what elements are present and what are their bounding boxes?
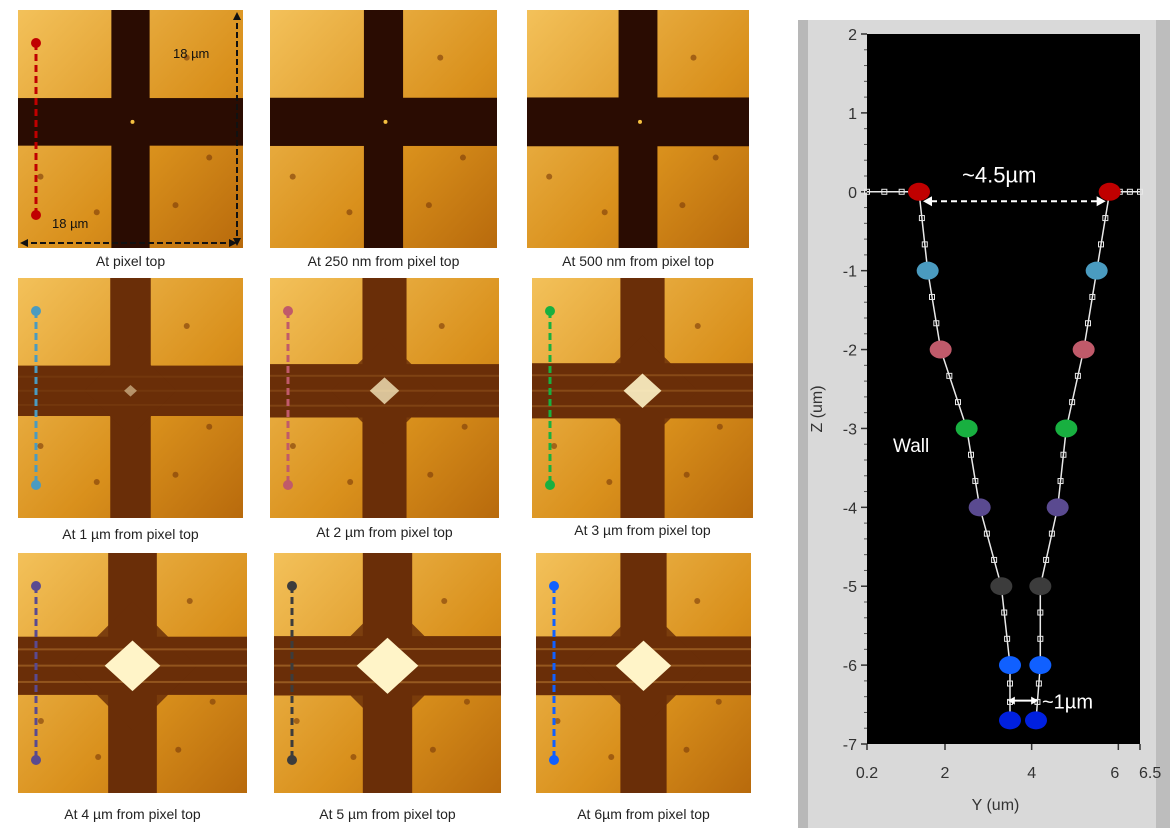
y-tick-label: -6 [843, 658, 857, 675]
x-tick-label: 6.5 [1139, 765, 1161, 782]
microscope-panel [532, 278, 753, 518]
y-tick-label: -2 [843, 343, 857, 360]
data-point [990, 577, 1013, 596]
microscope-panel [18, 553, 247, 793]
data-point [968, 498, 991, 517]
y-tick-label: -3 [843, 421, 857, 438]
marker-bottom-dot [287, 755, 297, 765]
panel-caption: At 6µm from pixel top [577, 806, 710, 822]
data-point [1046, 498, 1069, 517]
data-point [1072, 340, 1095, 359]
y-tick-label: 2 [848, 27, 857, 44]
data-point [1098, 182, 1121, 201]
y-tick-label: 0 [848, 185, 857, 202]
x-axis-title: Y (um) [972, 797, 1020, 814]
y-axis-title: Z (um) [809, 385, 826, 432]
data-point [999, 656, 1021, 675]
microscope-panel [270, 278, 499, 518]
panel-caption: At 5 µm from pixel top [319, 806, 456, 822]
depth-profile-svg: 2 1 0 -1 -2 -3 -4 -5 -6 -7 0.2 2 4 6 6.5 Y (um) Z (um) ~4… [790, 4, 1170, 828]
microscope-panel [527, 10, 749, 248]
marker-top-dot [31, 38, 41, 48]
dimension-label-vertical: 18 µm [173, 46, 209, 61]
microscope-panel [270, 10, 497, 248]
dimension-label-horizontal: 18 µm [52, 216, 88, 231]
data-point [916, 261, 939, 280]
data-point [908, 182, 930, 201]
panel-caption: At 3 µm from pixel top [574, 522, 711, 538]
marker-top-dot [31, 306, 41, 316]
data-point [1085, 261, 1108, 280]
data-point [1025, 711, 1047, 730]
marker-bottom-dot [283, 480, 293, 490]
x-tick-label: 0.2 [856, 765, 878, 782]
microscope-panel [18, 278, 243, 518]
data-point [1029, 656, 1052, 675]
top-width-annotation: ~4.5µm [962, 162, 1036, 187]
data-point [999, 711, 1021, 730]
x-tick-label: 2 [941, 765, 950, 782]
marker-bottom-dot [31, 755, 41, 765]
panel-caption: At pixel top [95, 253, 166, 269]
y-tick-label: -5 [843, 579, 857, 596]
marker-bottom-dot [549, 755, 559, 765]
marker-top-dot [287, 581, 297, 591]
data-point [1055, 419, 1078, 438]
marker-top-dot [283, 306, 293, 316]
panel-caption: At 250 nm from pixel top [307, 253, 460, 269]
marker-bottom-dot [31, 480, 41, 490]
wall-label: Wall [893, 436, 929, 457]
panel-caption: At 2 µm from pixel top [316, 524, 453, 540]
microscope-panel: 18 µm 18 µm [18, 10, 243, 248]
panel-caption: At 500 nm from pixel top [562, 253, 714, 269]
y-tick-label: -4 [843, 500, 857, 517]
microscope-panel [274, 553, 501, 793]
microscope-panel [536, 553, 751, 793]
marker-top-dot [545, 306, 555, 316]
marker-top-dot [549, 581, 559, 591]
bottom-width-annotation: ~1µm [1042, 692, 1093, 714]
data-point [929, 340, 952, 359]
data-point [955, 419, 978, 438]
marker-top-dot [31, 581, 41, 591]
data-point [1029, 577, 1052, 596]
y-tick-label: -1 [843, 264, 857, 281]
y-tick-label: -7 [843, 737, 857, 754]
x-tick-label: 6 [1110, 765, 1119, 782]
marker-bottom-dot [545, 480, 555, 490]
y-tick-label: 1 [848, 106, 857, 123]
panel-caption: At 1 µm from pixel top [62, 526, 199, 542]
depth-profile-chart: 2 1 0 -1 -2 -3 -4 -5 -6 -7 0.2 2 4 6 6.5 Y (um) Z (um) ~4… [790, 4, 1170, 828]
panel-caption: At 4 µm from pixel top [64, 806, 201, 822]
marker-bottom-dot [31, 210, 41, 220]
x-tick-label: 4 [1027, 765, 1036, 782]
